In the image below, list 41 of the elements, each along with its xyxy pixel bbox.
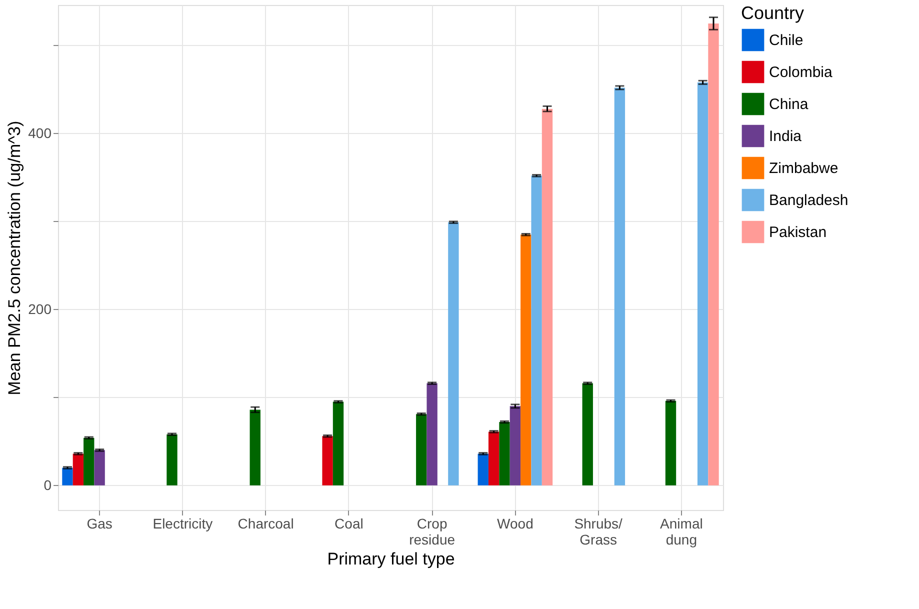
- bar: [332, 402, 344, 486]
- bar: [448, 222, 459, 486]
- x-tick-label: Crop residue: [409, 516, 456, 548]
- bar: [322, 436, 333, 486]
- x-tick-label: Electricity: [152, 516, 213, 532]
- legend-title: Country: [741, 3, 804, 23]
- bar: [478, 454, 488, 486]
- y-tick-label: 0: [44, 476, 52, 493]
- x-tick-label: Gas: [86, 516, 112, 532]
- bar: [582, 383, 593, 486]
- bar: [84, 438, 94, 486]
- legend-label: Colombia: [769, 64, 834, 81]
- legend-label: Chile: [769, 32, 804, 49]
- x-tick-label: Wood: [497, 516, 534, 532]
- bar: [416, 414, 427, 486]
- bar: [94, 450, 105, 486]
- x-tick-label: Animal dung: [660, 516, 703, 548]
- y-tick-label: 200: [28, 300, 52, 317]
- bar: [531, 176, 542, 486]
- legend-label: Zimbabwe: [769, 160, 838, 177]
- x-tick-label: Shrubs/ Grass: [574, 516, 623, 548]
- bar: [62, 468, 73, 486]
- legend-label: Pakistan: [769, 224, 827, 241]
- legend-label: India: [769, 128, 802, 145]
- y-tick-label: 400: [28, 124, 52, 141]
- x-tick-label: Coal: [334, 516, 364, 532]
- y-axis-title: Mean PM2.5 concentration (ug/m^3): [5, 120, 24, 396]
- bar: [166, 434, 178, 486]
- legend-label: China: [769, 96, 809, 113]
- bar: [250, 410, 260, 486]
- bar: [665, 400, 676, 486]
- bar: [426, 383, 438, 486]
- bar: [708, 23, 719, 486]
- bar: [72, 454, 84, 486]
- bar: [499, 422, 510, 486]
- bar: [488, 432, 500, 486]
- x-axis-title: Primary fuel type: [327, 550, 455, 568]
- legend-label: Bangladesh: [769, 192, 848, 209]
- x-tick-label: Charcoal: [238, 516, 294, 532]
- bar: [542, 108, 553, 486]
- bar: [520, 234, 532, 486]
